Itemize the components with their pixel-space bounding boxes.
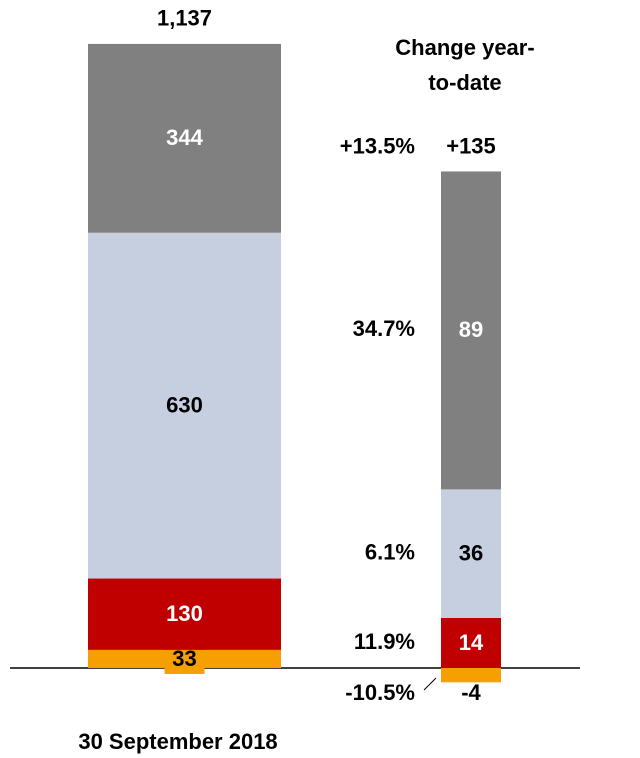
bar-segment <box>441 668 501 683</box>
segment-label: 14 <box>459 630 484 655</box>
pct-label: 34.7% <box>353 316 415 341</box>
pct-label: -10.5% <box>345 680 415 705</box>
pct-label: 6.1% <box>365 540 415 565</box>
label-box <box>164 645 205 674</box>
bar-segment <box>88 578 281 650</box>
right-header: Change year-to-date <box>395 35 535 95</box>
x-category-label: 30 September 2018 <box>78 729 277 754</box>
total-pct-label: +13.5% <box>340 133 415 158</box>
segment-label: 89 <box>459 317 483 342</box>
segment-label: 344 <box>166 125 203 150</box>
bar-segment <box>441 617 501 668</box>
total-label: +135 <box>446 133 496 158</box>
bar-segment <box>441 171 501 490</box>
pct-label: 11.9% <box>354 629 415 654</box>
segment-label: 130 <box>166 601 203 626</box>
segment-label: 36 <box>459 541 483 566</box>
segment-label: -4 <box>461 680 481 705</box>
segment-label: 33 <box>172 646 196 671</box>
bar-segment <box>88 232 281 579</box>
segment-label: 630 <box>166 392 203 417</box>
bar-segment <box>88 43 281 233</box>
leader-line <box>423 677 437 691</box>
total-label: 1,137 <box>157 6 212 31</box>
bar-segment <box>441 489 501 618</box>
